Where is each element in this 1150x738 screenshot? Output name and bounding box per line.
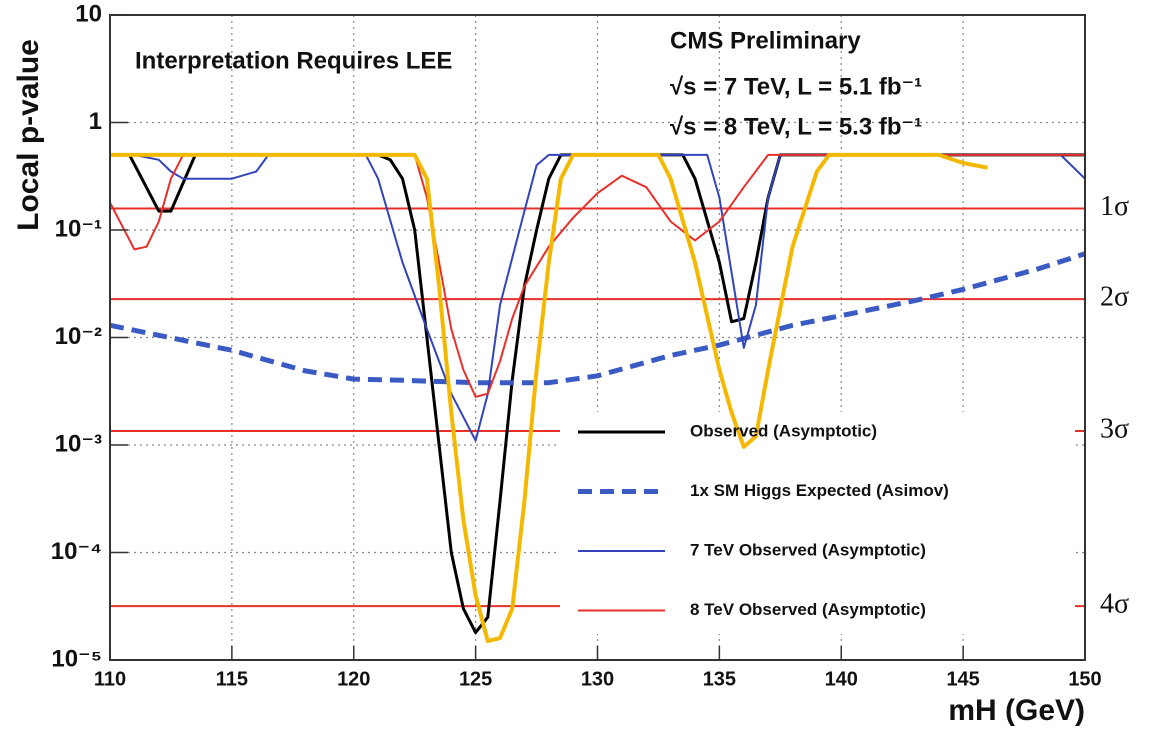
x-tick-label: 150 — [1068, 668, 1101, 690]
x-tick-label: 110 — [94, 668, 126, 690]
y-tick-label: 10⁻² — [55, 323, 102, 350]
chart-title: Interpretation Requires LEE — [135, 47, 452, 74]
sigma-label: 2σ — [1100, 282, 1129, 313]
y-tick-label: 10⁻⁴ — [51, 538, 102, 565]
sigma-label: 4σ — [1100, 589, 1129, 620]
y-axis-label: Local p-value — [12, 39, 45, 231]
legend-label: 8 TeV Observed (Asymptotic) — [690, 600, 926, 619]
y-tick-label: 10⁻⁵ — [51, 645, 102, 672]
legend-label: 1x SM Higgs Expected (Asimov) — [690, 481, 949, 500]
series-line — [110, 152, 988, 644]
legend-box — [560, 412, 1075, 634]
x-tick-label: 145 — [946, 668, 979, 690]
x-tick-label: 115 — [216, 668, 248, 690]
sigma-label: 3σ — [1100, 413, 1129, 444]
y-tick-label: 10 — [75, 0, 102, 27]
annotation: √s = 7 TeV, L = 5.1 fb⁻¹ — [670, 73, 922, 100]
y-tick-label: 10⁻¹ — [55, 215, 102, 242]
y-tick-label: 10⁻³ — [55, 430, 102, 457]
series-line — [110, 153, 1086, 442]
annotation: CMS Preliminary — [670, 27, 861, 54]
y-tick-label: 1 — [89, 108, 102, 135]
x-tick-label: 135 — [703, 668, 736, 690]
legend-label: Observed (Asymptotic) — [690, 421, 877, 440]
x-tick-label: 130 — [581, 668, 614, 690]
x-tick-label: 140 — [825, 668, 858, 690]
x-tick-label: 120 — [337, 668, 370, 690]
sigma-label: 1σ — [1100, 191, 1129, 222]
x-tick-label: 125 — [459, 668, 492, 690]
annotation: √s = 8 TeV, L = 5.3 fb⁻¹ — [670, 113, 922, 140]
x-axis-label: mH (GeV) — [948, 694, 1085, 727]
legend-label: 7 TeV Observed (Asymptotic) — [690, 540, 926, 559]
series-line — [109, 251, 1086, 386]
